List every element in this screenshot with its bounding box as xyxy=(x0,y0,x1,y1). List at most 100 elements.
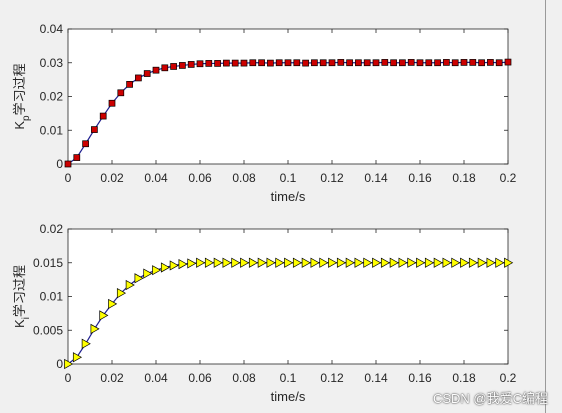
y-axis-label: Ki学习过程 xyxy=(12,265,32,328)
data-point xyxy=(223,59,230,67)
data-point xyxy=(424,257,435,268)
data-point xyxy=(187,61,195,68)
data-point xyxy=(72,352,83,363)
data-point xyxy=(178,259,188,270)
data-point xyxy=(152,265,162,276)
x-tick-label: 0.02 xyxy=(100,171,124,185)
data-point xyxy=(363,257,373,268)
data-point xyxy=(64,358,74,370)
data-point xyxy=(108,298,118,310)
axes-1: 0 0.02 0.04 0.06 0.08 0.1 0.12 0.14 0.16 0.18 0.2 0… xyxy=(12,22,517,204)
data-point xyxy=(81,338,91,349)
data-point xyxy=(248,257,259,268)
x-tick-label: 0 xyxy=(65,171,72,185)
data-point xyxy=(495,59,503,67)
data-point xyxy=(125,279,135,291)
data-point xyxy=(161,64,169,72)
data-point xyxy=(460,257,470,268)
y-tick-label: 0.01 xyxy=(40,290,64,304)
data-point xyxy=(407,59,415,66)
data-point xyxy=(231,257,241,268)
y-tick-label: 0.015 xyxy=(33,256,63,270)
data-point xyxy=(240,59,248,67)
data-point xyxy=(266,257,276,268)
data-point xyxy=(214,60,221,67)
data-point xyxy=(372,257,382,268)
data-point xyxy=(73,154,81,161)
data-point xyxy=(346,59,353,67)
data-point xyxy=(99,112,107,120)
data-point xyxy=(328,257,338,268)
x-tick-label: 0.1 xyxy=(280,171,297,185)
data-point xyxy=(117,89,125,97)
data-point xyxy=(434,59,441,67)
data-point xyxy=(302,59,309,67)
data-point xyxy=(354,257,364,268)
data-point xyxy=(135,74,142,82)
plot-area xyxy=(67,228,509,365)
data-point xyxy=(196,60,204,68)
data-point xyxy=(126,80,133,88)
data-point xyxy=(99,310,109,321)
data-point xyxy=(293,59,301,67)
y-tick-label: 0.005 xyxy=(33,323,63,337)
data-point xyxy=(477,257,487,268)
data-point xyxy=(240,257,250,268)
data-point xyxy=(372,59,380,67)
data-point xyxy=(310,257,320,268)
y-axis-label: Kp学习过程 xyxy=(12,63,32,129)
data-point xyxy=(257,257,267,268)
y-tick-label: 0.02 xyxy=(40,90,64,104)
data-point xyxy=(90,323,100,334)
data-point xyxy=(468,257,479,268)
data-point xyxy=(443,59,450,66)
data-point xyxy=(213,257,223,268)
window-divider xyxy=(545,0,546,413)
x-axis-label: time/s xyxy=(271,189,306,204)
data-point xyxy=(301,257,311,268)
data-point xyxy=(143,268,153,279)
data-point xyxy=(275,257,285,268)
data-point xyxy=(407,257,417,268)
y-tick-label: 0.01 xyxy=(40,123,64,137)
x-tick-label: 0.18 xyxy=(452,171,476,185)
data-point xyxy=(319,59,327,67)
data-point xyxy=(355,59,362,67)
data-point xyxy=(390,59,397,67)
data-point xyxy=(267,59,274,67)
data-point xyxy=(416,257,426,268)
data-point xyxy=(152,66,160,74)
data-point xyxy=(460,59,468,66)
data-point xyxy=(486,257,496,268)
data-point xyxy=(451,59,459,67)
data-point xyxy=(231,59,239,67)
data-point xyxy=(399,59,406,67)
data-point xyxy=(478,59,485,67)
data-point xyxy=(196,257,206,268)
x-tick-label: 0.04 xyxy=(144,371,168,385)
x-tick-label: 0.18 xyxy=(452,371,476,385)
data-point xyxy=(160,262,171,273)
data-point xyxy=(169,260,179,271)
plot-area xyxy=(67,28,509,165)
data-point xyxy=(205,60,213,67)
data-point xyxy=(380,257,391,268)
data-point xyxy=(258,59,265,67)
x-tick-label: 0.06 xyxy=(188,371,212,385)
y-tick-label: 0.04 xyxy=(40,22,64,36)
data-point xyxy=(345,257,355,268)
x-tick-label: 0.08 xyxy=(232,371,256,385)
data-point xyxy=(64,160,72,168)
data-point xyxy=(337,59,345,66)
x-tick-label: 0.2 xyxy=(500,371,517,385)
data-point xyxy=(292,257,303,268)
data-point xyxy=(275,59,283,67)
x-tick-label: 0.08 xyxy=(232,171,256,185)
x-tick-label: 0.12 xyxy=(320,171,344,185)
data-point xyxy=(311,59,318,67)
data-point xyxy=(108,99,116,107)
data-point xyxy=(469,59,477,66)
data-point xyxy=(442,257,452,268)
x-tick-label: 0.1 xyxy=(280,371,297,385)
data-point xyxy=(336,257,347,268)
